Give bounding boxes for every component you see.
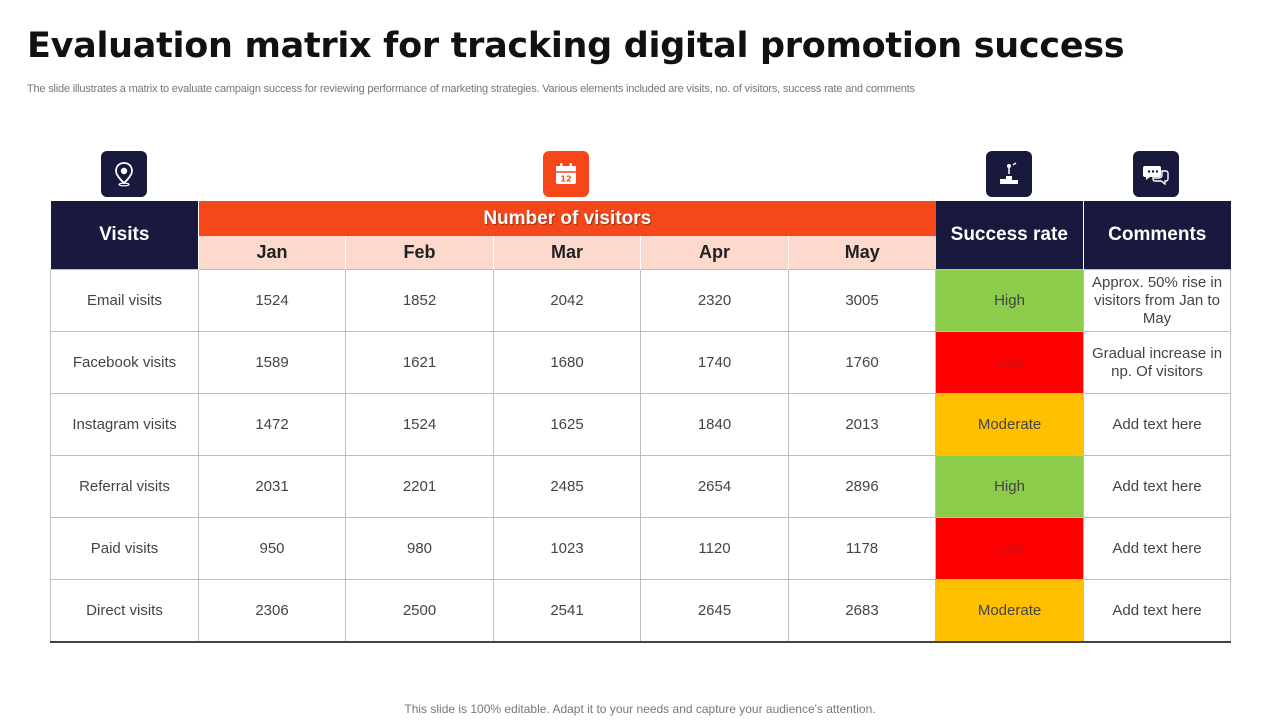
visitor-count-cell: 2654 (640, 455, 789, 518)
visitor-count-cell: 1680 (493, 331, 641, 394)
visitor-count-cell: 2683 (787, 579, 937, 643)
header-month: May (788, 236, 936, 270)
header-month: Mar (493, 236, 641, 270)
calendar-icon: 12 (543, 151, 589, 197)
visitor-count-cell: 2201 (345, 455, 494, 518)
visitor-count-cell: 2042 (493, 269, 641, 332)
visit-type-cell: Direct visits (50, 579, 199, 643)
visit-type-cell: Paid visits (50, 517, 199, 580)
chat-bubbles-icon (1133, 151, 1179, 197)
header-success-rate: Success rate (935, 201, 1085, 270)
visitor-count-cell: 2031 (198, 455, 346, 518)
visitor-count-cell: 980 (345, 517, 494, 580)
header-month: Apr (640, 236, 789, 270)
visitor-count-cell: 2896 (787, 455, 937, 518)
visitor-count-cell: 1120 (640, 517, 789, 580)
header-comments: Comments (1083, 201, 1231, 270)
table-row: Email visits 1524 1852 2042 2320 3005 Hi… (50, 269, 1232, 332)
table-row: Direct visits 2306 2500 2541 2645 2683 M… (50, 579, 1232, 643)
table-row: Referral visits 2031 2201 2485 2654 2896… (50, 455, 1232, 518)
slide-title: Evaluation matrix for tracking digital p… (27, 26, 1125, 66)
visitor-count-cell: 950 (198, 517, 346, 580)
comment-cell: Add text here (1083, 393, 1232, 456)
visitor-count-cell: 1740 (640, 331, 789, 394)
visitor-count-cell: 1023 (493, 517, 641, 580)
visitor-count-cell: 2306 (198, 579, 346, 643)
table-row: Facebook visits 1589 1621 1680 1740 1760… (50, 331, 1232, 394)
slide-subtitle: The slide illustrates a matrix to evalua… (27, 83, 915, 95)
comment-cell: Approx. 50% rise in visitors from Jan to… (1083, 269, 1232, 332)
success-rate-cell: Moderate (935, 579, 1085, 643)
evaluation-matrix-table: Visits Number of visitors Success rate C… (50, 201, 1232, 643)
visit-type-cell: Instagram visits (50, 393, 199, 456)
visit-type-cell: Email visits (50, 269, 199, 332)
visitor-count-cell: 1625 (493, 393, 641, 456)
visit-type-cell: Referral visits (50, 455, 199, 518)
visitor-count-cell: 1524 (198, 269, 346, 332)
slide-footer: This slide is 100% editable. Adapt it to… (404, 702, 876, 716)
success-rate-cell: Moderate (935, 393, 1085, 456)
visitor-count-cell: 2500 (345, 579, 494, 643)
table-row: Instagram visits 1472 1524 1625 1840 201… (50, 393, 1232, 456)
visitor-count-cell: 1840 (640, 393, 789, 456)
visitor-count-cell: 2320 (640, 269, 789, 332)
comment-cell: Add text here (1083, 579, 1232, 643)
visitor-count-cell: 3005 (787, 269, 937, 332)
visitor-count-cell: 1760 (787, 331, 937, 394)
visitor-count-cell: 2013 (787, 393, 937, 456)
location-pin-icon (101, 151, 147, 197)
comment-cell: Add text here (1083, 517, 1232, 580)
svg-text:12: 12 (560, 175, 571, 184)
visitor-count-cell: 1852 (345, 269, 494, 332)
success-rate-cell: Low (935, 331, 1085, 394)
comment-cell: Add text here (1083, 455, 1232, 518)
header-number-of-visitors: Number of visitors (198, 201, 936, 236)
header-visits: Visits (50, 201, 199, 270)
table-row: Paid visits 950 980 1023 1120 1178 Low A… (50, 517, 1232, 580)
comment-cell: Gradual increase in np. Of visitors (1083, 331, 1232, 394)
podium-trophy-icon (986, 151, 1032, 197)
visitor-count-cell: 1178 (787, 517, 937, 580)
success-rate-cell: High (935, 269, 1085, 332)
visitor-count-cell: 1472 (198, 393, 346, 456)
visitor-count-cell: 1524 (345, 393, 494, 456)
visitor-count-cell: 1589 (198, 331, 346, 394)
header-month: Feb (345, 236, 494, 270)
visitor-count-cell: 1621 (345, 331, 494, 394)
success-rate-cell: Low (935, 517, 1085, 580)
visitor-count-cell: 2645 (640, 579, 789, 643)
visit-type-cell: Facebook visits (50, 331, 199, 394)
header-month: Jan (198, 236, 346, 270)
visitor-count-cell: 2541 (493, 579, 641, 643)
success-rate-cell: High (935, 455, 1085, 518)
visitor-count-cell: 2485 (493, 455, 641, 518)
